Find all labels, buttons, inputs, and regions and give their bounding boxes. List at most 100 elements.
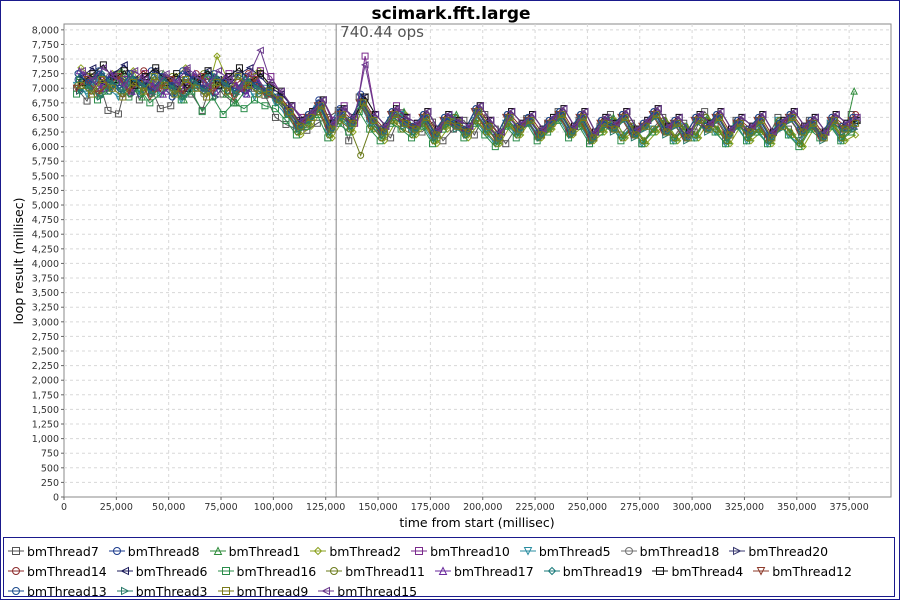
data-point bbox=[222, 81, 231, 90]
data-point bbox=[180, 93, 189, 101]
y-tick-label: 6,500 bbox=[32, 113, 59, 124]
data-point bbox=[850, 87, 858, 95]
data-point bbox=[117, 87, 126, 95]
legend-label: bmThread13 bbox=[27, 583, 107, 599]
data-point bbox=[213, 78, 221, 86]
data-point bbox=[255, 90, 263, 98]
data-point bbox=[349, 119, 357, 127]
data-point bbox=[285, 110, 293, 119]
y-tick-label: 2,000 bbox=[32, 376, 59, 387]
data-point bbox=[265, 87, 273, 95]
legend-item: bmThread4 bbox=[652, 561, 743, 581]
y-tick-label: 7,250 bbox=[32, 69, 59, 80]
y-tick-label: 3,250 bbox=[32, 303, 59, 314]
data-point bbox=[798, 131, 806, 139]
data-point bbox=[549, 113, 558, 122]
x-tick-label: 300,000 bbox=[672, 502, 711, 513]
data-point bbox=[214, 66, 223, 75]
data-point bbox=[841, 125, 849, 133]
data-point bbox=[392, 104, 400, 113]
data-point bbox=[850, 125, 859, 133]
data-point bbox=[198, 108, 206, 116]
data-point bbox=[244, 81, 252, 89]
data-point bbox=[653, 111, 661, 119]
y-tick-label: 5,250 bbox=[32, 186, 59, 197]
x-tick-label: 350,000 bbox=[777, 502, 816, 513]
data-point bbox=[476, 101, 484, 110]
data-point bbox=[642, 122, 650, 130]
data-point bbox=[618, 134, 626, 142]
data-point bbox=[172, 78, 181, 87]
data-point bbox=[410, 128, 419, 136]
legend-swatch-marker bbox=[321, 586, 331, 596]
legend-label: bmThread16 bbox=[236, 563, 317, 579]
data-point bbox=[643, 116, 652, 125]
data-point bbox=[413, 119, 421, 128]
data-point bbox=[455, 116, 463, 125]
legend-label: bmThread14 bbox=[27, 563, 107, 579]
data-point bbox=[433, 131, 441, 139]
data-point bbox=[757, 116, 765, 124]
data-point bbox=[274, 99, 283, 107]
legend-label: bmThread8 bbox=[127, 543, 200, 559]
data-point bbox=[313, 119, 321, 127]
data-point bbox=[683, 136, 691, 145]
legend-item: bmThread10 bbox=[411, 541, 510, 561]
data-point bbox=[328, 134, 336, 142]
data-point bbox=[119, 93, 127, 101]
legend-label: bmThread19 bbox=[562, 563, 643, 579]
legend-item: bmThread18 bbox=[620, 541, 719, 561]
data-point bbox=[588, 136, 597, 145]
data-point bbox=[189, 75, 197, 83]
legend-swatch-marker bbox=[314, 546, 323, 556]
data-point bbox=[601, 113, 610, 122]
x-tick-label: 0 bbox=[61, 502, 67, 513]
data-point bbox=[819, 136, 827, 145]
legend-label: bmThread11 bbox=[345, 563, 425, 579]
legend-item: bmThread14 bbox=[8, 561, 107, 581]
data-point bbox=[517, 125, 525, 133]
data-point bbox=[129, 78, 137, 86]
legend-swatch-marker bbox=[112, 547, 121, 555]
data-point bbox=[528, 110, 537, 119]
legend-swatch-marker bbox=[120, 586, 130, 596]
chart-canvas: 0 250 500 750 1,000 1,250 1,500 1,750 2,000 2,250… bbox=[11, 4, 892, 530]
data-point bbox=[473, 110, 482, 119]
data-point bbox=[75, 75, 84, 84]
legend-swatch bbox=[543, 566, 560, 576]
data-point bbox=[570, 122, 578, 131]
data-point bbox=[497, 128, 505, 136]
data-point bbox=[141, 75, 149, 84]
legend-item: bmThread20 bbox=[729, 541, 828, 561]
data-point bbox=[369, 119, 377, 128]
data-point bbox=[444, 110, 453, 119]
data-point bbox=[161, 81, 169, 89]
data-point bbox=[170, 84, 178, 93]
data-point bbox=[234, 73, 242, 81]
data-point bbox=[201, 87, 210, 95]
data-point bbox=[538, 125, 547, 133]
legend-label: bmThread7 bbox=[27, 543, 99, 559]
legend: bmThread7 bmThread8 bmThread1 bmThread2 bmTh… bbox=[3, 537, 895, 599]
data-point bbox=[452, 125, 461, 133]
legend-label: bmThread4 bbox=[671, 563, 744, 579]
data-point bbox=[137, 78, 145, 86]
axis-layer: 0 250 500 750 1,000 1,250 1,500 1,750 2,000 2,250… bbox=[32, 25, 869, 513]
data-point bbox=[538, 131, 546, 139]
data-point bbox=[267, 73, 275, 81]
y-tick-label: 750 bbox=[41, 449, 59, 460]
x-tick-label: 325,000 bbox=[725, 502, 764, 513]
data-point bbox=[243, 89, 251, 98]
y-tick-label: 0 bbox=[53, 493, 59, 504]
legend-swatch bbox=[620, 547, 637, 555]
data-point bbox=[632, 131, 640, 139]
data-point bbox=[433, 140, 441, 148]
legend-swatch-marker bbox=[756, 567, 766, 576]
data-point bbox=[303, 126, 311, 134]
data-point bbox=[622, 107, 631, 116]
data-point bbox=[105, 75, 113, 83]
y-tick-label: 4,500 bbox=[32, 230, 59, 241]
data-point bbox=[681, 122, 689, 130]
data-point bbox=[559, 104, 568, 113]
legend-label: bmThread6 bbox=[135, 563, 208, 579]
